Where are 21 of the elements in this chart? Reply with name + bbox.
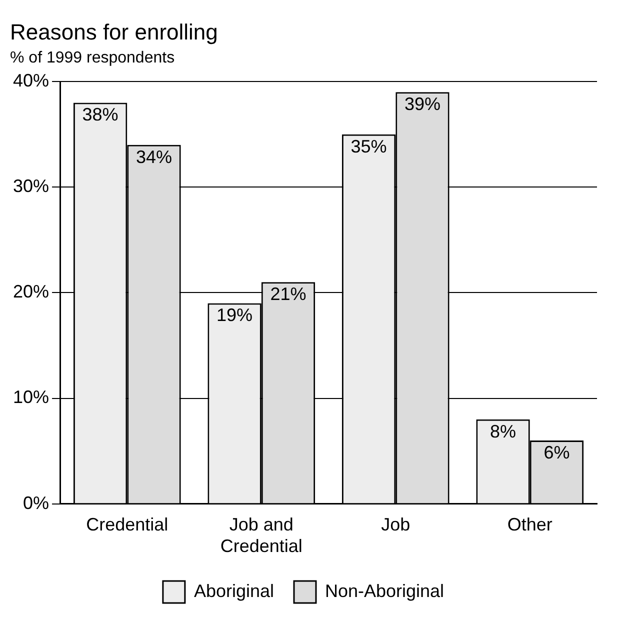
data-label: 34% xyxy=(136,146,172,167)
legend-label: Aboriginal xyxy=(194,580,274,601)
x-tick-label: Other xyxy=(507,514,552,535)
data-label: 8% xyxy=(490,421,516,442)
y-tick-label: 20% xyxy=(12,282,50,302)
data-label: 21% xyxy=(270,284,306,304)
data-label: 35% xyxy=(350,136,387,156)
x-tick-label: Job and Credential xyxy=(220,514,302,556)
data-label: 38% xyxy=(82,104,118,125)
legend-label: Non-Aboriginal xyxy=(324,580,444,601)
x-tick-label: Job xyxy=(381,514,410,535)
y-tick-label: 0% xyxy=(23,492,50,513)
y-tick-label: 40% xyxy=(12,70,50,91)
y-tick-label: 10% xyxy=(12,387,50,408)
data-label: 6% xyxy=(544,442,570,462)
data-label: 39% xyxy=(404,94,440,114)
chart-title: Reasons for enrolling xyxy=(10,19,218,44)
x-tick-label: Credential xyxy=(86,514,168,535)
data-label: 19% xyxy=(216,305,253,326)
chart-subtitle: % of 1999 respondents xyxy=(10,49,175,66)
y-tick-label: 30% xyxy=(12,176,50,196)
